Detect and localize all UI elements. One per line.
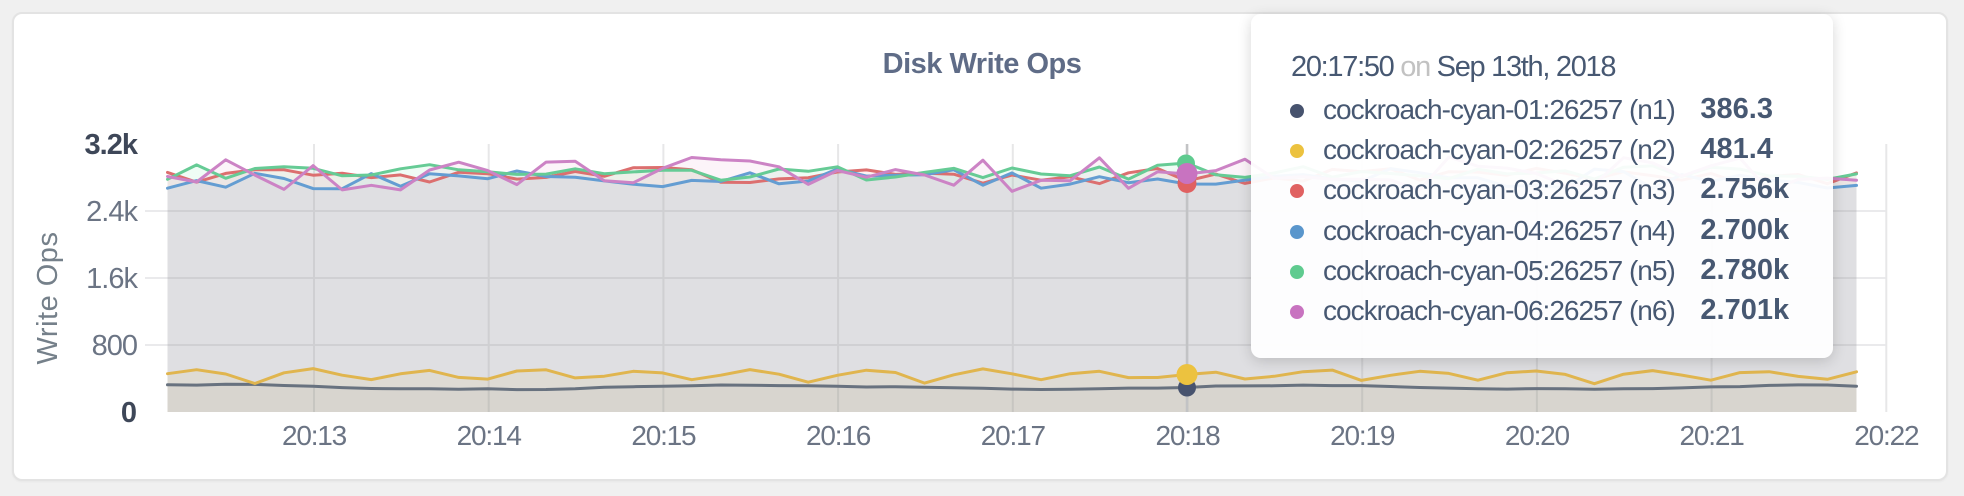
svg-text:Write Ops: Write Ops xyxy=(32,232,64,365)
svg-text:0: 0 xyxy=(121,397,137,429)
svg-text:20:21: 20:21 xyxy=(1680,420,1745,451)
svg-text:20:19: 20:19 xyxy=(1330,420,1395,451)
svg-text:1.6k: 1.6k xyxy=(86,263,138,295)
svg-text:2.4k: 2.4k xyxy=(86,196,138,228)
svg-text:20:14: 20:14 xyxy=(457,420,522,451)
svg-text:20:13: 20:13 xyxy=(282,420,347,451)
svg-text:800: 800 xyxy=(92,330,137,362)
svg-text:20:16: 20:16 xyxy=(806,420,871,451)
svg-text:3.2k: 3.2k xyxy=(85,129,139,161)
svg-text:20:15: 20:15 xyxy=(631,420,696,451)
svg-text:20:18: 20:18 xyxy=(1155,420,1220,451)
svg-text:20:20: 20:20 xyxy=(1505,420,1570,451)
svg-text:20:17: 20:17 xyxy=(981,420,1046,451)
svg-text:20:22: 20:22 xyxy=(1854,420,1919,451)
